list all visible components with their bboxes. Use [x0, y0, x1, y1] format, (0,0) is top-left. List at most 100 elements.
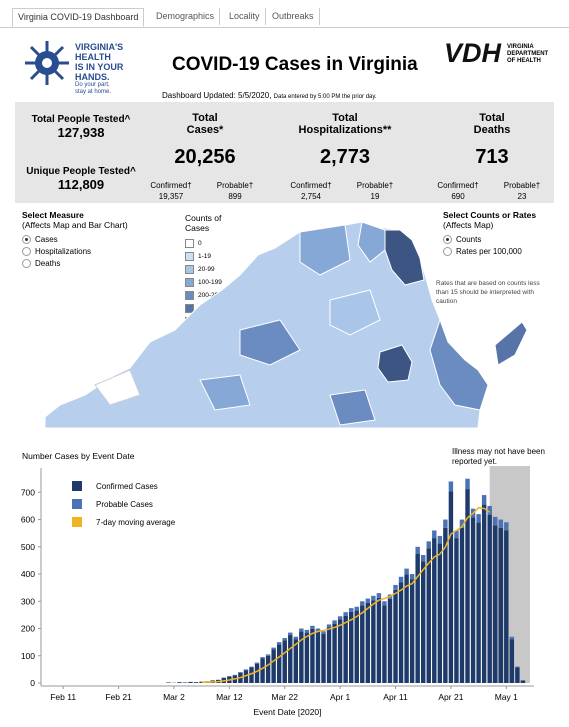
stat-group: Total Cases* 20,256 — [135, 112, 275, 167]
tested-value: 127,938 — [57, 125, 105, 140]
tab[interactable]: Locality — [224, 8, 266, 25]
tab[interactable]: Virginia COVID-19 Dashboard — [12, 8, 145, 27]
region — [494, 321, 528, 366]
stat-sub-value: 899 — [228, 192, 242, 201]
stat-sub-value: 19,357 — [158, 192, 184, 201]
tab[interactable]: Demographics — [151, 8, 221, 25]
region — [357, 221, 386, 263]
radio-option[interactable]: Cases — [22, 234, 128, 246]
bar — [265, 654, 271, 656]
x-tick-label: Apr 21 — [438, 692, 463, 702]
bar — [487, 505, 492, 515]
region — [299, 224, 351, 276]
bar — [387, 598, 393, 683]
bar — [459, 527, 465, 683]
stat-label: Total — [479, 112, 505, 124]
tested-label: Total People Tested^ — [31, 114, 131, 125]
legend-swatch — [185, 264, 194, 274]
bar — [188, 681, 193, 683]
stat-sub: Probable† 23 — [492, 180, 552, 202]
x-tick-label: Mar 22 — [271, 692, 298, 702]
legend-label: 100-199 — [198, 279, 222, 286]
stat-label: Total — [332, 112, 358, 124]
bar — [321, 633, 326, 683]
bar — [437, 543, 443, 683]
bar — [332, 623, 337, 683]
stat-label: Total — [192, 112, 218, 124]
radio-button[interactable] — [22, 235, 31, 245]
unique-tested: Unique People Tested^ 112,809 — [15, 166, 147, 192]
annotation: Illness may not have been reported yet. — [452, 447, 545, 466]
bar — [360, 601, 365, 606]
bar — [426, 548, 431, 683]
legend-item: 100-199 — [185, 276, 222, 289]
campaign-line: HANDS. — [75, 72, 110, 82]
bar — [321, 631, 326, 634]
tab[interactable]: Outbreaks — [267, 8, 320, 25]
radio-option[interactable]: Hospitalizations — [22, 246, 128, 258]
agency-name: VIRGINIA DEPARTMENT OF HEALTH — [507, 44, 548, 65]
bar — [504, 530, 509, 683]
legend-swatch — [72, 499, 82, 509]
measure-select: Select Measure (Affects Map and Bar Char… — [22, 210, 128, 270]
campaign-text: VIRGINIA'S HEALTH IS IN YOUR HANDS. Do y… — [75, 42, 123, 96]
rate-title: Select Counts or Rates — [443, 210, 537, 220]
legend-swatch — [185, 251, 194, 261]
agency-line: OF HEALTH — [507, 58, 541, 64]
bar — [260, 658, 265, 683]
bar — [504, 522, 509, 531]
x-tick-label: Mar 12 — [216, 692, 243, 702]
bar — [371, 600, 376, 683]
unique-label: Unique People Tested^ — [26, 166, 136, 177]
bar — [348, 608, 354, 612]
bar — [393, 589, 398, 683]
stat-label: Deaths — [473, 124, 511, 136]
radio-button[interactable] — [22, 247, 31, 257]
legend-item: 200-299 — [185, 289, 222, 302]
bar — [299, 628, 304, 632]
bar — [465, 478, 470, 490]
bar — [166, 682, 171, 683]
radio-option[interactable]: Rates per 100,000 — [443, 246, 536, 258]
bar — [487, 514, 492, 683]
bar — [481, 495, 487, 505]
campaign-line: VIRGINIA'S — [75, 42, 124, 52]
y-tick-label: 500 — [21, 542, 35, 552]
bar — [265, 655, 271, 683]
bar — [326, 624, 332, 628]
region — [199, 374, 251, 411]
legend-swatch — [185, 238, 194, 248]
radio-option[interactable]: Counts — [443, 234, 536, 246]
bar — [393, 584, 398, 590]
stat-sub: Confirmed† 690 — [428, 180, 488, 202]
bar — [304, 629, 310, 633]
chart-title: Number Cases by Event Date — [22, 451, 135, 461]
bar — [254, 662, 260, 664]
bar — [337, 616, 343, 620]
radio-button[interactable] — [443, 235, 452, 245]
stat-sub-label: Probable† — [216, 181, 254, 190]
bar — [276, 644, 282, 683]
legend-label: Confirmed Cases — [96, 482, 158, 491]
bar — [288, 635, 293, 683]
radio-button[interactable] — [443, 247, 452, 257]
stat-group: Total Deaths 713 — [422, 112, 562, 167]
bar — [271, 649, 276, 683]
tested: Total People Tested^ 127,938 — [15, 114, 147, 140]
updated: Dashboard Updated: 5/5/2020, Data entere… — [162, 91, 377, 100]
bar — [282, 638, 287, 641]
moving-average-line — [201, 506, 491, 683]
bar — [409, 574, 415, 580]
bar — [343, 612, 348, 616]
radio-option[interactable]: Deaths — [22, 258, 128, 270]
rate-subtitle: (Affects Map) — [443, 220, 494, 230]
bar — [243, 669, 249, 671]
radio-label: Counts — [456, 235, 482, 244]
campaign-tagline: Do your part, — [75, 82, 110, 88]
stat-sub: Probable† 899 — [205, 180, 265, 202]
radio-button[interactable] — [22, 259, 31, 269]
stat-sub-value: 690 — [451, 192, 465, 201]
bar — [288, 632, 293, 636]
x-tick-label: Feb 11 — [50, 692, 76, 702]
bar — [404, 568, 409, 575]
